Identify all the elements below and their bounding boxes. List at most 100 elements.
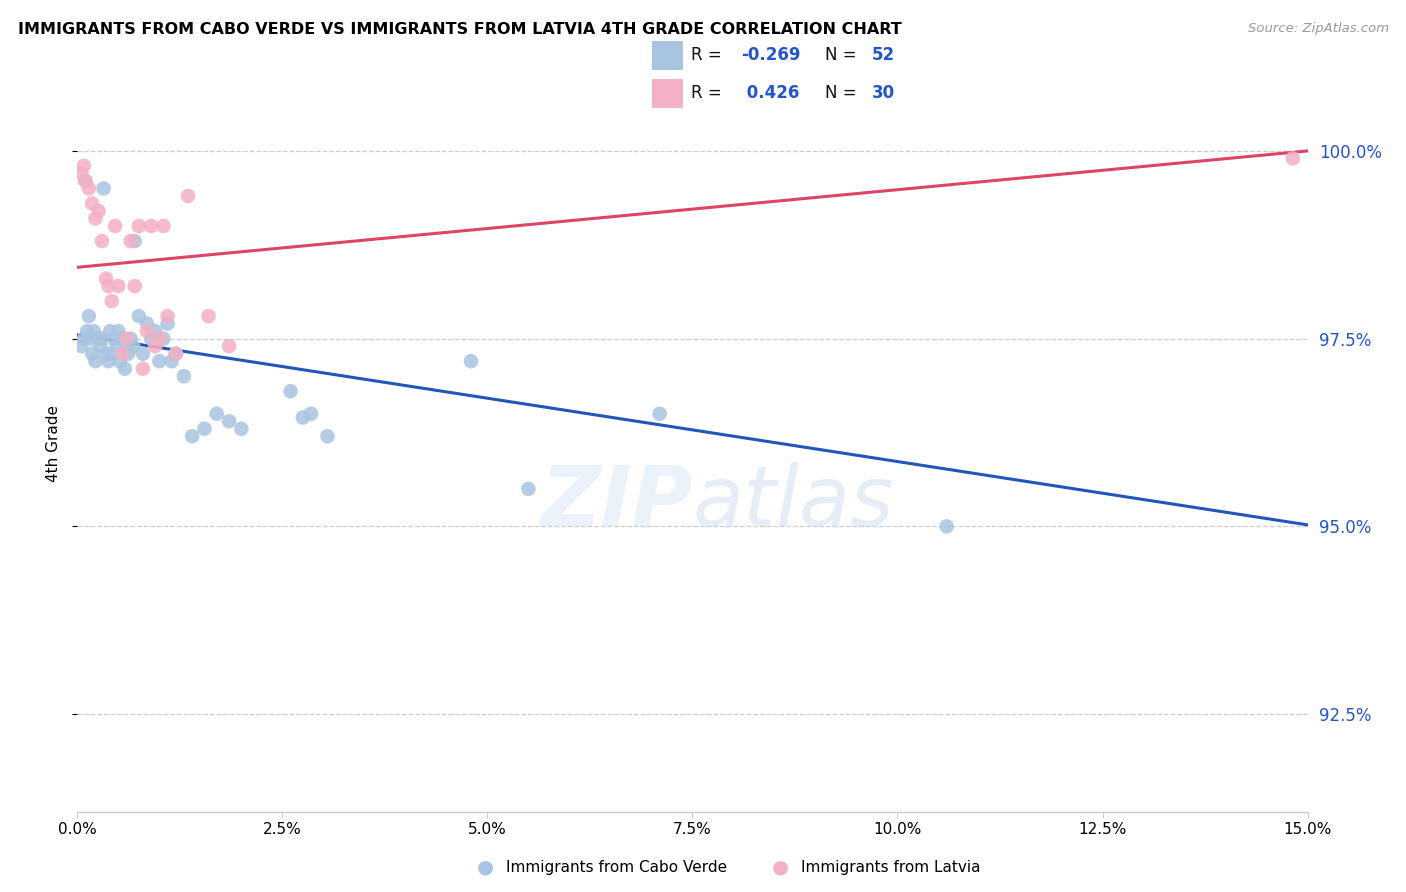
Point bbox=[136, 324, 159, 338]
Point bbox=[136, 317, 159, 331]
Point bbox=[197, 309, 219, 323]
Text: 30: 30 bbox=[872, 84, 896, 102]
Text: ●: ● bbox=[772, 857, 789, 877]
Point bbox=[94, 271, 117, 285]
Point bbox=[103, 332, 125, 346]
Point bbox=[120, 332, 142, 346]
Point bbox=[156, 309, 179, 323]
Point bbox=[648, 407, 671, 421]
Point bbox=[193, 422, 215, 436]
Point bbox=[148, 354, 170, 368]
Point bbox=[108, 354, 131, 368]
Text: ZIP: ZIP bbox=[540, 462, 693, 543]
Point bbox=[84, 211, 107, 226]
Point bbox=[79, 332, 101, 346]
Point bbox=[89, 339, 111, 353]
Point bbox=[84, 354, 107, 368]
Text: 52: 52 bbox=[872, 46, 896, 64]
Point bbox=[70, 166, 93, 180]
Point bbox=[231, 422, 253, 436]
Point bbox=[143, 339, 166, 353]
Point bbox=[111, 346, 134, 360]
Point bbox=[105, 339, 128, 353]
Point bbox=[98, 324, 121, 338]
Point bbox=[316, 429, 339, 443]
Point bbox=[218, 339, 240, 353]
Point bbox=[517, 482, 540, 496]
Point bbox=[83, 324, 105, 338]
Point bbox=[152, 219, 174, 233]
Point bbox=[111, 332, 134, 346]
Point bbox=[97, 279, 120, 293]
Point bbox=[101, 346, 124, 360]
FancyBboxPatch shape bbox=[651, 78, 683, 108]
Point bbox=[173, 369, 195, 384]
Point bbox=[128, 219, 150, 233]
Point bbox=[77, 181, 100, 195]
Point bbox=[75, 174, 97, 188]
Point bbox=[70, 339, 93, 353]
Point bbox=[128, 309, 150, 323]
FancyBboxPatch shape bbox=[651, 41, 683, 70]
Point bbox=[73, 332, 96, 346]
Point bbox=[107, 324, 129, 338]
Text: N =: N = bbox=[825, 84, 862, 102]
Point bbox=[115, 332, 138, 346]
Point bbox=[114, 361, 136, 376]
Point bbox=[218, 414, 240, 428]
Text: Immigrants from Latvia: Immigrants from Latvia bbox=[801, 860, 981, 874]
Point bbox=[148, 332, 170, 346]
Point bbox=[93, 181, 115, 195]
Point bbox=[104, 219, 127, 233]
Point bbox=[141, 219, 163, 233]
Text: IMMIGRANTS FROM CABO VERDE VS IMMIGRANTS FROM LATVIA 4TH GRADE CORRELATION CHART: IMMIGRANTS FROM CABO VERDE VS IMMIGRANTS… bbox=[18, 22, 903, 37]
Text: -0.269: -0.269 bbox=[741, 46, 800, 64]
Point bbox=[291, 410, 314, 425]
Point bbox=[117, 346, 139, 360]
Point bbox=[160, 354, 183, 368]
Text: R =: R = bbox=[690, 46, 727, 64]
Point bbox=[177, 189, 200, 203]
Point bbox=[77, 309, 100, 323]
Point bbox=[73, 159, 96, 173]
Point bbox=[122, 339, 145, 353]
Point bbox=[97, 354, 120, 368]
Point bbox=[132, 361, 155, 376]
Text: N =: N = bbox=[825, 46, 862, 64]
Point bbox=[75, 174, 97, 188]
Point bbox=[156, 317, 179, 331]
Point bbox=[124, 234, 146, 248]
Point bbox=[165, 346, 187, 360]
Text: Immigrants from Cabo Verde: Immigrants from Cabo Verde bbox=[506, 860, 727, 874]
Point bbox=[94, 346, 117, 360]
Y-axis label: 4th Grade: 4th Grade bbox=[46, 405, 62, 483]
Point bbox=[143, 324, 166, 338]
Point bbox=[87, 332, 110, 346]
Point bbox=[1282, 152, 1305, 166]
Point bbox=[107, 279, 129, 293]
Point bbox=[935, 519, 957, 533]
Point bbox=[76, 324, 98, 338]
Point bbox=[101, 294, 124, 309]
Point bbox=[124, 279, 146, 293]
Text: 0.426: 0.426 bbox=[741, 84, 799, 102]
Text: atlas: atlas bbox=[693, 462, 894, 543]
Point bbox=[87, 204, 110, 219]
Point bbox=[120, 234, 142, 248]
Point bbox=[299, 407, 322, 421]
Point bbox=[205, 407, 228, 421]
Point bbox=[115, 339, 138, 353]
Point bbox=[132, 346, 155, 360]
Point bbox=[141, 332, 163, 346]
Point bbox=[152, 332, 174, 346]
Text: R =: R = bbox=[690, 84, 727, 102]
Point bbox=[90, 234, 114, 248]
Point bbox=[82, 196, 104, 211]
Point bbox=[460, 354, 482, 368]
Text: ●: ● bbox=[477, 857, 494, 877]
Point bbox=[181, 429, 204, 443]
Point bbox=[90, 332, 114, 346]
Point bbox=[165, 346, 187, 360]
Point bbox=[280, 384, 302, 399]
Text: Source: ZipAtlas.com: Source: ZipAtlas.com bbox=[1249, 22, 1389, 36]
